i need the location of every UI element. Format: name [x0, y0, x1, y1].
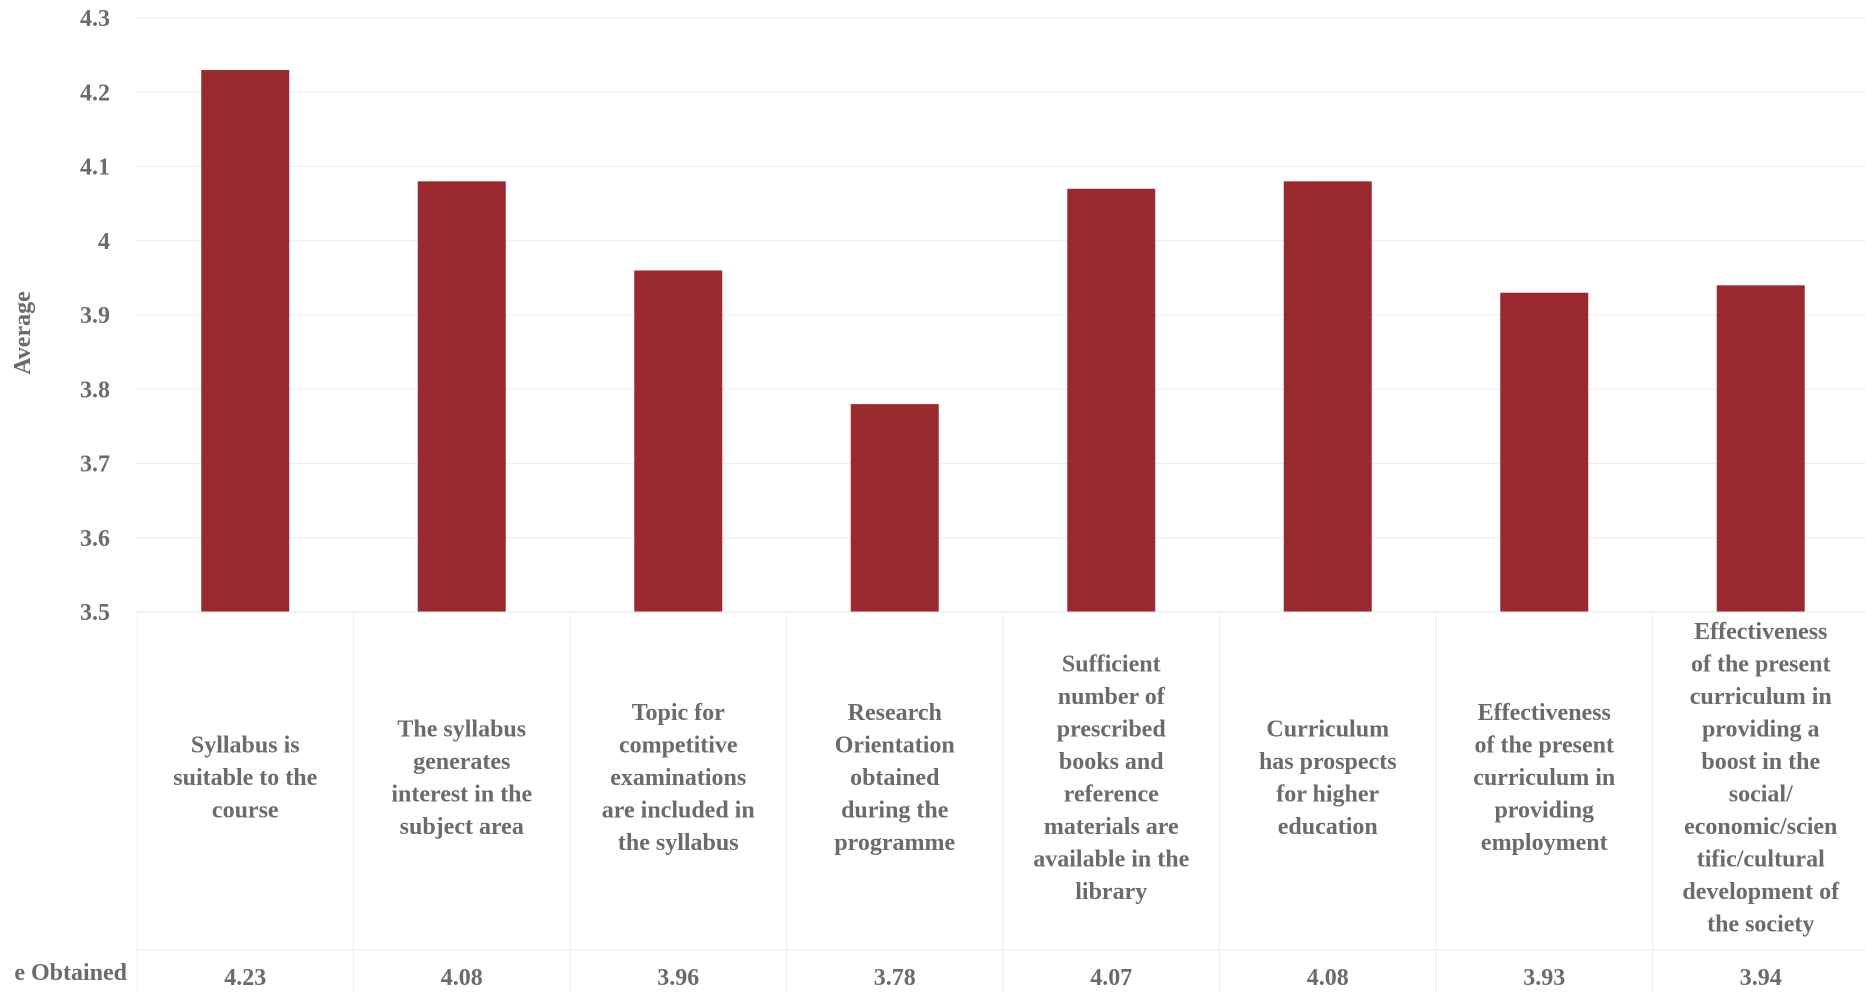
grid-layer	[137, 17, 1865, 613]
category-label: Syllabus is suitable to the course	[173, 733, 317, 824]
bar	[1067, 188, 1156, 612]
y-axis-label: Average	[10, 291, 36, 375]
bar	[850, 404, 939, 612]
value-label: 3.78	[874, 965, 916, 991]
value-label: 3.94	[1740, 965, 1782, 991]
value-label: 4.08	[441, 965, 483, 991]
category-label: Effectiveness of the present curriculum in…	[1682, 619, 1840, 938]
category-label: Topic for competitive examinations are incl…	[602, 700, 755, 856]
value-label: 4.23	[224, 965, 266, 991]
bar	[201, 69, 290, 613]
category-label: Sufficient number of prescribed books and re…	[1033, 651, 1189, 905]
value-label: 3.93	[1523, 965, 1565, 991]
bar	[1283, 181, 1372, 612]
value-label: 4.07	[1090, 965, 1132, 991]
bar	[1716, 285, 1805, 612]
y-tick-label: 4	[98, 229, 110, 255]
category-label: Curriculum has prospects for higher educati…	[1259, 716, 1397, 840]
category-label: The syllabus generates interest in the subj…	[391, 716, 532, 840]
y-tick-label: 4.2	[80, 80, 110, 106]
y-tick-label: 3.5	[80, 600, 110, 626]
value-label: 3.96	[657, 965, 699, 991]
y-tick-label: 4.3	[80, 6, 110, 32]
bar-layer	[201, 69, 1805, 613]
bar	[634, 270, 723, 612]
category-label: Research Orientation obtained during the pro…	[834, 700, 955, 856]
y-tick-label: 3.6	[80, 526, 110, 552]
table-row-label: e Obtained	[14, 960, 127, 986]
y-tick-label: 3.8	[80, 377, 110, 403]
bar	[417, 181, 506, 612]
value-label: 4.08	[1307, 965, 1349, 991]
y-tick-label: 4.1	[80, 155, 110, 181]
y-tick-label: 3.9	[80, 303, 110, 329]
category-label: Effectiveness of the present curriculum in…	[1473, 700, 1615, 856]
bar	[1500, 292, 1589, 612]
y-tick-layer: 3.5 3.6 3.7 3.8 3.9 4 4.1 4.2 4.3	[80, 6, 110, 626]
y-tick-label: 3.7	[80, 452, 110, 478]
data-table: Syllabus is suitable to the course 4.23 The …	[136, 611, 1865, 993]
